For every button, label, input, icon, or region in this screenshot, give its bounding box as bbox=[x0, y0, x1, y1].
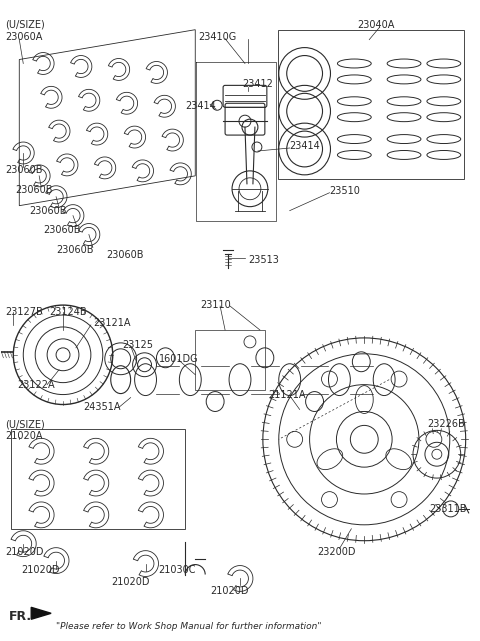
Text: 23125: 23125 bbox=[123, 340, 154, 350]
Text: 23121A: 23121A bbox=[93, 318, 131, 328]
Text: 23510: 23510 bbox=[329, 186, 360, 196]
Text: 23226B: 23226B bbox=[427, 419, 465, 429]
Text: 23060B: 23060B bbox=[106, 251, 144, 260]
Text: 23414: 23414 bbox=[290, 141, 321, 151]
Text: 23311B: 23311B bbox=[429, 504, 467, 514]
Text: 23412: 23412 bbox=[242, 79, 273, 89]
Text: 23127B: 23127B bbox=[5, 307, 43, 317]
Text: 23060B: 23060B bbox=[5, 165, 43, 175]
Text: 24351A: 24351A bbox=[83, 401, 120, 412]
Text: 23410G: 23410G bbox=[198, 31, 237, 42]
Text: 21020D: 21020D bbox=[210, 587, 249, 597]
Text: 21020D: 21020D bbox=[111, 576, 149, 587]
Text: 23414: 23414 bbox=[185, 101, 216, 112]
Text: FR.: FR. bbox=[9, 610, 33, 623]
Text: (U/SIZE): (U/SIZE) bbox=[5, 20, 45, 29]
Text: 21030C: 21030C bbox=[158, 565, 196, 574]
Text: 23060B: 23060B bbox=[43, 224, 81, 235]
Text: 21121A: 21121A bbox=[268, 390, 305, 399]
Text: 21020A: 21020A bbox=[5, 431, 43, 442]
Text: 23200D: 23200D bbox=[318, 547, 356, 556]
Polygon shape bbox=[31, 607, 51, 619]
Text: 23060B: 23060B bbox=[56, 246, 94, 255]
Text: 23060B: 23060B bbox=[29, 206, 67, 215]
Text: 21020D: 21020D bbox=[21, 565, 60, 574]
Text: 23040A: 23040A bbox=[357, 20, 395, 29]
Text: "Please refer to Work Shop Manual for further information": "Please refer to Work Shop Manual for fu… bbox=[56, 622, 322, 631]
Text: 23513: 23513 bbox=[248, 255, 279, 265]
Text: 1601DG: 1601DG bbox=[158, 354, 198, 364]
Text: (U/SIZE): (U/SIZE) bbox=[5, 419, 45, 429]
Text: 21020D: 21020D bbox=[5, 547, 44, 556]
Text: 23124B: 23124B bbox=[49, 307, 87, 317]
Text: 23060B: 23060B bbox=[15, 185, 53, 195]
Text: 23110: 23110 bbox=[200, 300, 231, 310]
Text: 23122A: 23122A bbox=[17, 379, 55, 390]
Text: 23060A: 23060A bbox=[5, 31, 43, 42]
